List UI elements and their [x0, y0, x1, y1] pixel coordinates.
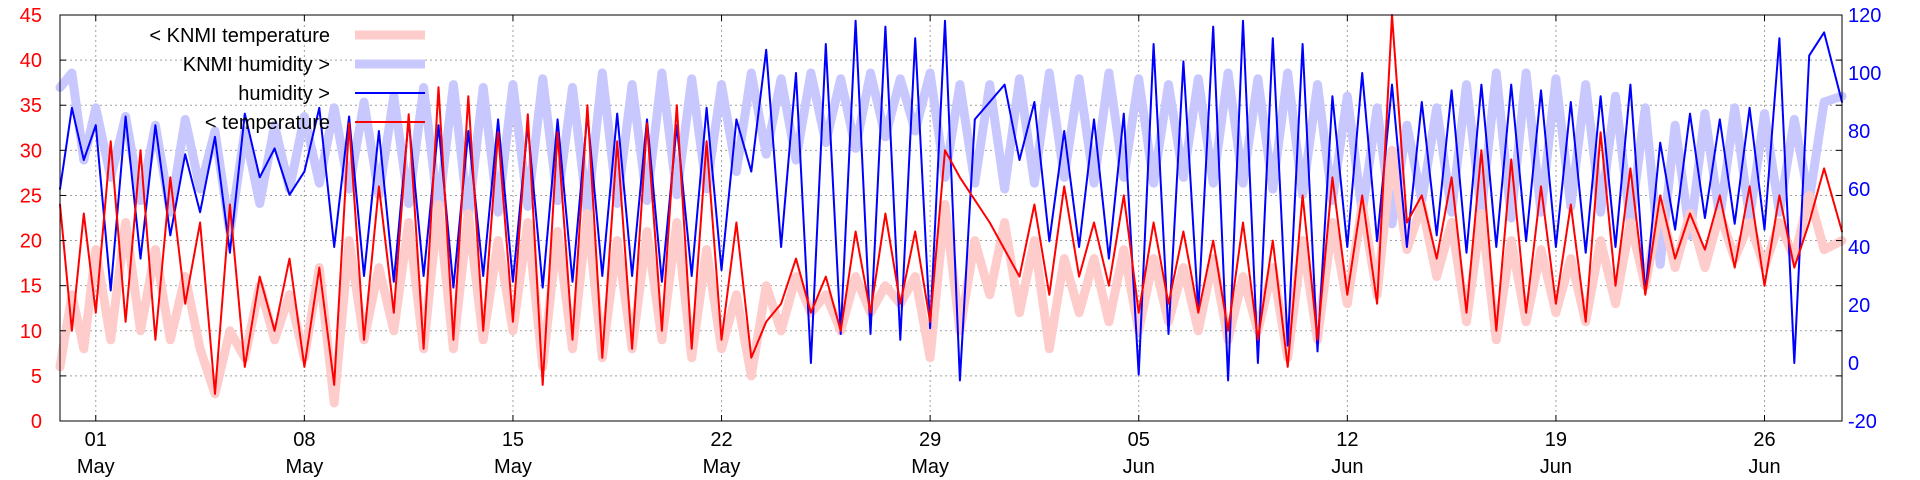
x-tick-label-month: May: [911, 456, 949, 478]
y-right-tick-label: 60: [1848, 179, 1870, 201]
y-left-tick-label: 40: [20, 50, 42, 72]
x-tick-label-day: 22: [710, 429, 732, 451]
series-line-humidity: [59, 19, 1843, 382]
y-left-tick-label: 10: [20, 321, 42, 343]
y-right-tick-label: 40: [1848, 237, 1870, 259]
legend-label-knmi-temperature: < KNMI temperature: [149, 25, 330, 47]
y-right-tick-label: 100: [1848, 63, 1881, 85]
x-tick-label-day: 15: [502, 429, 524, 451]
y-left-tick-label: 20: [20, 231, 42, 253]
x-tick-label-month: May: [285, 456, 323, 478]
y-left-tick-label: 0: [31, 411, 42, 433]
y-left-tick-label: 15: [20, 276, 42, 298]
y-left-tick-label: 25: [20, 185, 42, 207]
y-right-tick-label: 0: [1848, 353, 1859, 375]
x-tick-label-month: Jun: [1748, 456, 1780, 478]
y-left-tick-label: 30: [20, 140, 42, 162]
legend-label-humidity: humidity >: [238, 83, 330, 105]
x-tick-label-month: May: [77, 456, 115, 478]
legend: < KNMI temperature KNMI humidity > humidit…: [149, 25, 425, 134]
x-tick-label-day: 08: [293, 429, 315, 451]
x-tick-label-day: 19: [1545, 429, 1567, 451]
plot-frame: [59, 14, 1843, 422]
series-line-knmi-temperature: [55, 145, 1847, 408]
y-left-tick-label: 35: [20, 95, 42, 117]
x-tick-label-month: Jun: [1331, 456, 1363, 478]
x-tick-label-month: May: [494, 456, 532, 478]
y-left-tick-label: 5: [31, 366, 42, 388]
x-tick-label-month: May: [703, 456, 741, 478]
series-line-temperature: [59, 14, 1843, 395]
x-tick-label-day: 01: [85, 429, 107, 451]
legend-label-knmi-humidity: KNMI humidity >: [183, 54, 330, 76]
x-tick-label-month: Jun: [1540, 456, 1572, 478]
legend-label-temperature: < temperature: [205, 112, 330, 134]
series-layer: [55, 14, 1847, 408]
y-right-tick-label: 120: [1848, 5, 1881, 27]
y-right-tick-label: -20: [1848, 411, 1877, 433]
x-tick-label-day: 26: [1753, 429, 1775, 451]
x-tick-label-day: 05: [1128, 429, 1150, 451]
y-right-tick-label: 20: [1848, 295, 1870, 317]
series-line-knmi-humidity: [55, 68, 1847, 269]
x-tick-label-day: 29: [919, 429, 941, 451]
axis-layer: 051015202530354045-2002040608010012001Ma…: [20, 5, 1882, 478]
x-tick-label-month: Jun: [1123, 456, 1155, 478]
x-tick-label-day: 12: [1336, 429, 1358, 451]
y-left-tick-label: 45: [20, 5, 42, 27]
y-right-tick-label: 80: [1848, 121, 1870, 143]
